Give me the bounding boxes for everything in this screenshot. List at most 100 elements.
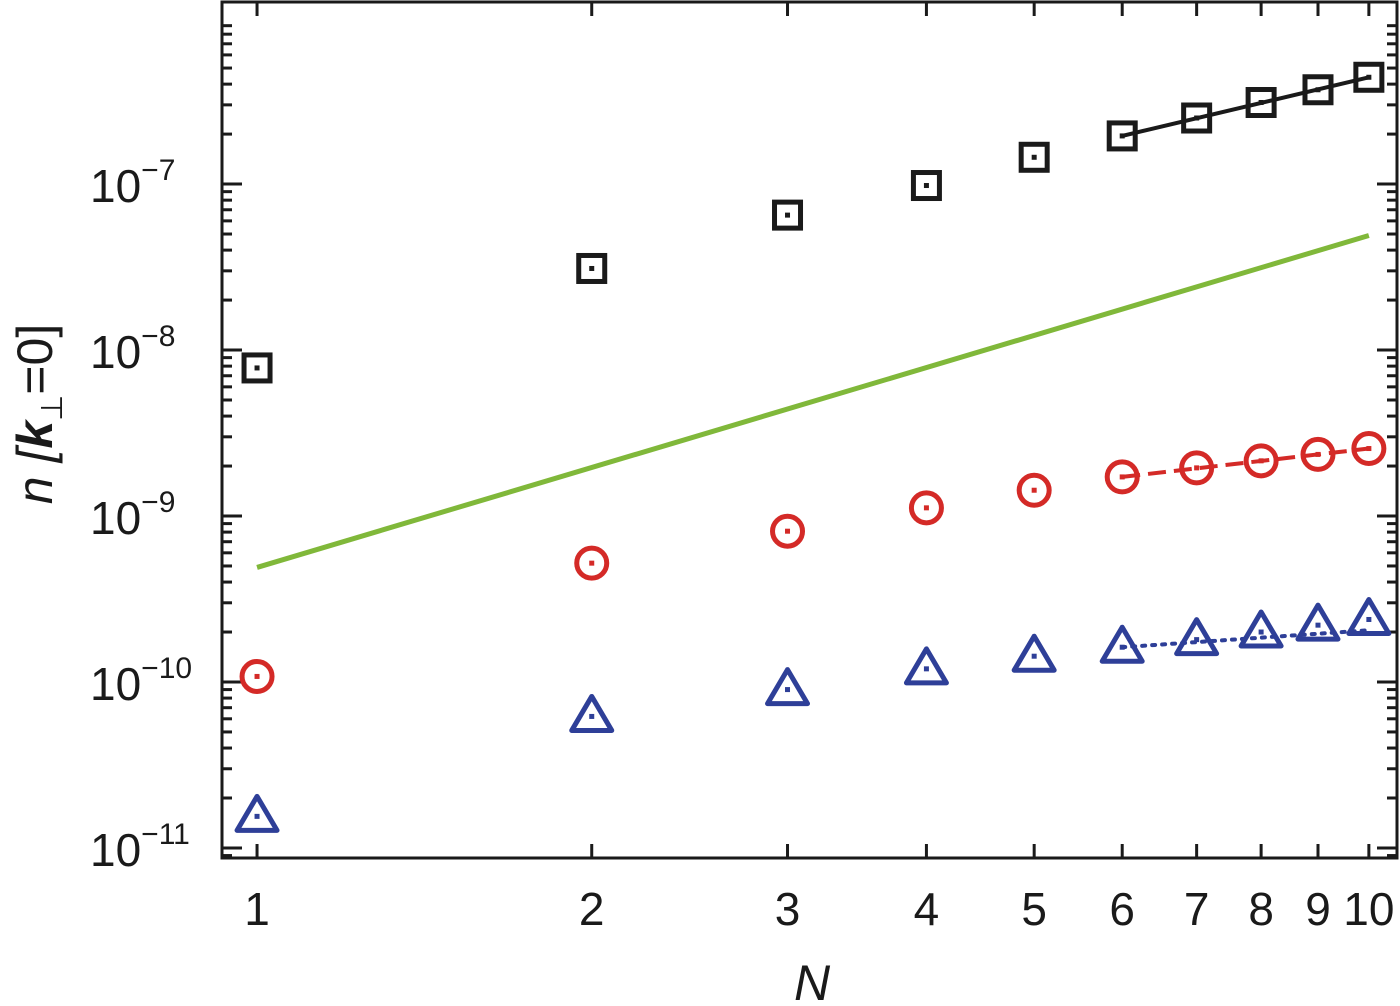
circle-marker [770, 513, 806, 549]
y-axis-title-suffix: =0] [7, 324, 63, 395]
x-tick-label: 10 [1343, 883, 1394, 935]
x-tick-label: 3 [775, 883, 801, 935]
x-axis-title: N [794, 955, 831, 1006]
square-marker [1181, 102, 1213, 134]
marker-center-dot [1258, 629, 1264, 635]
marker-center-dot [1315, 451, 1321, 457]
marker-center-dot [1258, 100, 1264, 106]
marker-center-dot [785, 212, 791, 218]
marker-center-dot [923, 183, 929, 189]
marker-center-dot [1031, 653, 1037, 659]
plot-frame [220, 0, 1399, 860]
square-marker [1106, 120, 1138, 152]
circle-marker [239, 658, 275, 694]
marker-center-dot [1119, 474, 1125, 480]
square-marker [1245, 87, 1277, 119]
circle-marker [1016, 472, 1052, 508]
triangle-marker [1238, 609, 1284, 649]
square-marker [1018, 141, 1050, 173]
y-axis-title-prefix: n [ [7, 444, 63, 505]
marker-center-dot [1366, 74, 1372, 80]
marker-center-dot [589, 713, 595, 719]
x-tick-label: 9 [1305, 883, 1331, 935]
triangle-marker [1346, 596, 1392, 636]
y-tick-label-base: 10 [90, 824, 141, 876]
y-tick-label: 10−9 [90, 486, 175, 544]
circle-marker [1351, 431, 1387, 467]
square-marker [241, 352, 273, 384]
marker-center-dot [1194, 637, 1200, 643]
triangle-marker [765, 667, 811, 707]
circle-marker [1104, 459, 1140, 495]
marker-center-dot [923, 666, 929, 672]
reference-line [256, 233, 1370, 570]
y-axis-title-symbol: k [7, 419, 63, 449]
square-marker [772, 199, 804, 231]
marker-center-dot [589, 560, 595, 566]
x-tick-label: 8 [1248, 883, 1274, 935]
marker-center-dot [1031, 154, 1037, 160]
y-tick-label: 10−8 [90, 320, 175, 378]
marker-center-dot [1194, 115, 1200, 121]
triangle-marker [1011, 633, 1057, 673]
x-tick-label: 4 [914, 883, 940, 935]
fit-line-circle [1121, 446, 1370, 479]
y-tick-label-base: 10 [90, 658, 141, 710]
marker-center-dot [1366, 616, 1372, 622]
x-tick-label: 7 [1184, 883, 1210, 935]
marker-center-dot [1315, 622, 1321, 628]
y-tick-label-exponent: −8 [141, 320, 175, 353]
marker-center-dot [1258, 458, 1264, 464]
triangle-marker [569, 693, 615, 733]
marker-center-dot [923, 505, 929, 511]
series-lines [256, 75, 1371, 650]
marker-center-dot [1315, 87, 1321, 93]
square-marker [1302, 74, 1334, 106]
marker-center-dot [589, 265, 595, 271]
series-markers [234, 61, 1392, 833]
y-tick-label: 10−7 [90, 154, 175, 212]
y-tick-label-exponent: −9 [141, 486, 175, 519]
marker-center-dot [254, 813, 260, 819]
square-marker [1353, 61, 1385, 93]
y-tick-label: 10−10 [90, 652, 192, 710]
y-tick-label-exponent: −11 [141, 818, 190, 851]
circle-marker [1179, 450, 1215, 486]
y-tick-label-base: 10 [90, 160, 141, 212]
marker-center-dot [785, 687, 791, 693]
x-tick-label: 2 [579, 883, 605, 935]
triangle-marker [1295, 602, 1341, 642]
fit-line-square [1121, 75, 1370, 138]
triangle-marker [903, 646, 949, 686]
marker-center-dot [1119, 133, 1125, 139]
circle-marker [908, 490, 944, 526]
y-tick-label-exponent: −10 [141, 652, 192, 685]
triangle-marker [234, 793, 280, 833]
axis-ticks [222, 2, 1397, 858]
x-tick-label: 6 [1109, 883, 1135, 935]
y-axis-title-subscript: ⊥ [36, 395, 69, 421]
marker-center-dot [1366, 446, 1372, 452]
y-tick-label-base: 10 [90, 492, 141, 544]
y-tick-label-base: 10 [90, 326, 141, 378]
square-marker [910, 170, 942, 202]
x-tick-label: 1 [244, 883, 270, 935]
marker-center-dot [254, 673, 260, 679]
y-tick-label-exponent: −7 [141, 154, 175, 187]
circle-marker [1243, 443, 1279, 479]
marker-center-dot [254, 365, 260, 371]
circle-marker [574, 545, 610, 581]
square-marker [576, 252, 608, 284]
triangle-marker [1174, 617, 1220, 657]
y-tick-label: 10−11 [90, 818, 190, 876]
marker-center-dot [785, 528, 791, 534]
x-tick-label: 5 [1021, 883, 1047, 935]
x-tick-labels: 1 2 3 4 5 6 7 8 9 10 [244, 883, 1394, 935]
marker-center-dot [1194, 465, 1200, 471]
y-axis-title: n [k⊥=0] [7, 324, 69, 504]
marker-center-dot [1119, 644, 1125, 650]
triangle-marker [1099, 624, 1145, 664]
marker-center-dot [1031, 487, 1037, 493]
